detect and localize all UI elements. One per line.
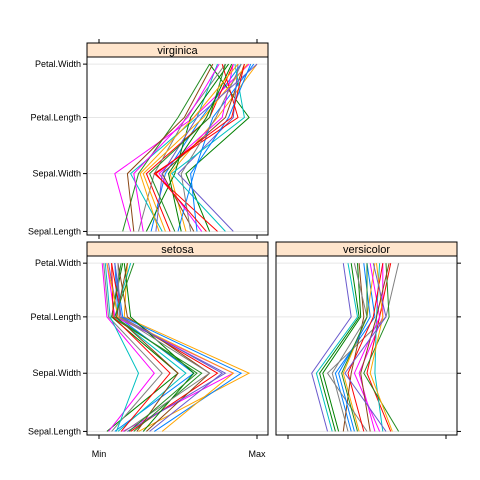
series-line bbox=[167, 63, 233, 232]
series-line bbox=[114, 263, 198, 432]
series-line bbox=[322, 263, 362, 432]
axis-tick-label: Petal.Width bbox=[35, 59, 81, 69]
series-line bbox=[129, 63, 218, 232]
series-line bbox=[104, 263, 140, 432]
series-line bbox=[315, 263, 359, 432]
series-line bbox=[103, 263, 163, 432]
axis-tick-label: Petal.Length bbox=[30, 312, 81, 322]
panel-strip-label: setosa bbox=[161, 244, 194, 256]
series-line bbox=[155, 63, 245, 232]
panel-versicolor: versicolor bbox=[275, 241, 458, 436]
series-line bbox=[145, 63, 230, 232]
panel-strip-label: versicolor bbox=[343, 244, 390, 256]
series-line bbox=[341, 263, 368, 432]
x-axis-min-label: Min bbox=[92, 449, 107, 459]
series-line bbox=[342, 263, 365, 432]
series-line bbox=[331, 263, 368, 432]
series-line bbox=[117, 263, 211, 432]
series-line bbox=[319, 263, 360, 432]
series-line bbox=[106, 263, 179, 432]
series-line bbox=[185, 63, 250, 232]
axis-tick-label: Sepal.Length bbox=[28, 226, 81, 236]
series-line bbox=[342, 263, 376, 432]
axis-tick-label: Sepal.Width bbox=[32, 368, 81, 378]
series-line bbox=[123, 263, 251, 432]
series-line bbox=[123, 263, 195, 432]
series-line bbox=[177, 64, 239, 232]
series-line bbox=[145, 63, 234, 232]
series-line bbox=[126, 63, 214, 232]
series-line bbox=[347, 263, 384, 432]
panel-virginica: virginica bbox=[86, 42, 269, 236]
series-line bbox=[115, 263, 179, 432]
series-line bbox=[114, 263, 187, 432]
axis-tick-label: Sepal.Width bbox=[32, 169, 81, 179]
series-line bbox=[180, 63, 242, 232]
panel-strip-label: virginica bbox=[157, 45, 198, 57]
series-line bbox=[106, 263, 235, 432]
series-line bbox=[139, 63, 239, 232]
series-line bbox=[133, 63, 220, 232]
series-line bbox=[311, 263, 352, 432]
x-axis-max-label: Max bbox=[248, 449, 266, 459]
axis-tick-label: Sepal.Length bbox=[28, 426, 81, 436]
series-line bbox=[114, 263, 224, 432]
axis-tick-label: Petal.Length bbox=[30, 113, 81, 123]
axis-tick-label: Petal.Width bbox=[35, 258, 81, 268]
series-line bbox=[344, 263, 387, 432]
series-line bbox=[101, 263, 155, 432]
series-line bbox=[142, 63, 248, 232]
series-line bbox=[149, 63, 226, 232]
series-line bbox=[353, 263, 381, 432]
series-line bbox=[190, 63, 252, 232]
panel-setosa: setosa bbox=[86, 241, 269, 436]
